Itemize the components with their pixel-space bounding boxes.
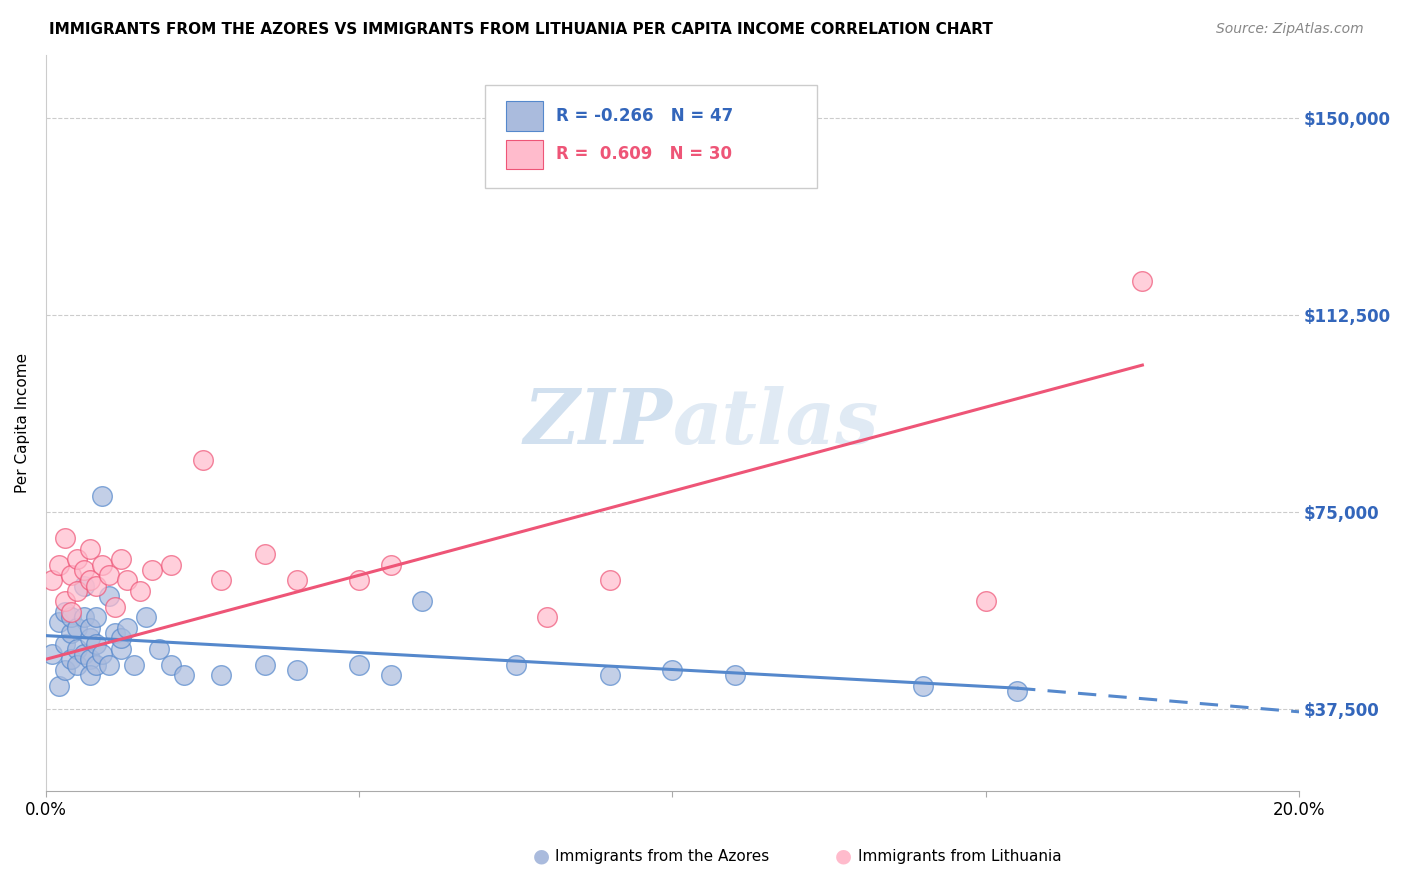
- Point: [60, 605, 83, 619]
- Point: [60, 568, 83, 582]
- Text: atlas: atlas: [672, 386, 879, 460]
- Text: ●: ●: [835, 847, 852, 866]
- Point: [599, 668, 621, 682]
- Point: [380, 668, 402, 682]
- Point: [66, 621, 89, 635]
- Point: [48, 679, 70, 693]
- Point: [129, 584, 152, 599]
- Point: [110, 641, 132, 656]
- Point: [97, 657, 120, 672]
- Point: [48, 615, 70, 630]
- Point: [66, 641, 89, 656]
- Point: [1005, 683, 1028, 698]
- Point: [104, 626, 127, 640]
- Point: [974, 594, 997, 608]
- Point: [91, 647, 114, 661]
- Point: [209, 668, 232, 682]
- Text: Source: ZipAtlas.com: Source: ZipAtlas.com: [1216, 22, 1364, 37]
- Point: [53, 605, 76, 619]
- Point: [53, 663, 76, 677]
- Point: [135, 610, 157, 624]
- Point: [48, 558, 70, 572]
- Point: [72, 563, 94, 577]
- Point: [254, 547, 277, 561]
- Point: [536, 610, 558, 624]
- Point: [254, 657, 277, 672]
- Point: [79, 541, 101, 556]
- Point: [285, 663, 308, 677]
- Text: R = -0.266   N = 47: R = -0.266 N = 47: [555, 107, 733, 125]
- Point: [148, 641, 170, 656]
- Point: [66, 552, 89, 566]
- Point: [91, 558, 114, 572]
- Point: [79, 632, 101, 646]
- Point: [912, 679, 935, 693]
- Point: [53, 532, 76, 546]
- Point: [209, 574, 232, 588]
- Point: [84, 579, 107, 593]
- Point: [191, 452, 214, 467]
- Point: [60, 652, 83, 666]
- FancyBboxPatch shape: [485, 85, 817, 187]
- Point: [117, 621, 139, 635]
- Text: ●: ●: [533, 847, 550, 866]
- Y-axis label: Per Capita Income: Per Capita Income: [15, 353, 30, 493]
- Point: [66, 657, 89, 672]
- Point: [97, 568, 120, 582]
- Point: [72, 647, 94, 661]
- Point: [141, 563, 163, 577]
- Point: [122, 657, 145, 672]
- Point: [1132, 274, 1154, 288]
- Text: Immigrants from the Azores: Immigrants from the Azores: [555, 849, 769, 863]
- Point: [79, 668, 101, 682]
- Bar: [506, 102, 544, 131]
- Point: [110, 552, 132, 566]
- Point: [599, 574, 621, 588]
- Text: R =  0.609   N = 30: R = 0.609 N = 30: [555, 145, 733, 163]
- Text: IMMIGRANTS FROM THE AZORES VS IMMIGRANTS FROM LITHUANIA PER CAPITA INCOME CORREL: IMMIGRANTS FROM THE AZORES VS IMMIGRANTS…: [49, 22, 993, 37]
- Point: [41, 647, 63, 661]
- Point: [60, 626, 83, 640]
- Point: [110, 632, 132, 646]
- Point: [285, 574, 308, 588]
- Point: [347, 574, 370, 588]
- Point: [72, 579, 94, 593]
- Point: [60, 610, 83, 624]
- Point: [79, 574, 101, 588]
- Point: [84, 610, 107, 624]
- Point: [41, 574, 63, 588]
- Point: [173, 668, 195, 682]
- Point: [505, 657, 527, 672]
- Point: [79, 652, 101, 666]
- Point: [160, 657, 183, 672]
- Point: [104, 599, 127, 614]
- Point: [411, 594, 433, 608]
- Point: [53, 594, 76, 608]
- Point: [724, 668, 747, 682]
- Point: [72, 610, 94, 624]
- Point: [160, 558, 183, 572]
- Point: [380, 558, 402, 572]
- Point: [66, 584, 89, 599]
- Point: [347, 657, 370, 672]
- Point: [97, 589, 120, 603]
- Point: [53, 636, 76, 650]
- Point: [84, 657, 107, 672]
- Point: [84, 636, 107, 650]
- Point: [117, 574, 139, 588]
- Point: [91, 490, 114, 504]
- Text: ZIP: ZIP: [523, 386, 672, 460]
- Bar: [506, 140, 544, 169]
- Point: [79, 621, 101, 635]
- Point: [661, 663, 683, 677]
- Text: Immigrants from Lithuania: Immigrants from Lithuania: [858, 849, 1062, 863]
